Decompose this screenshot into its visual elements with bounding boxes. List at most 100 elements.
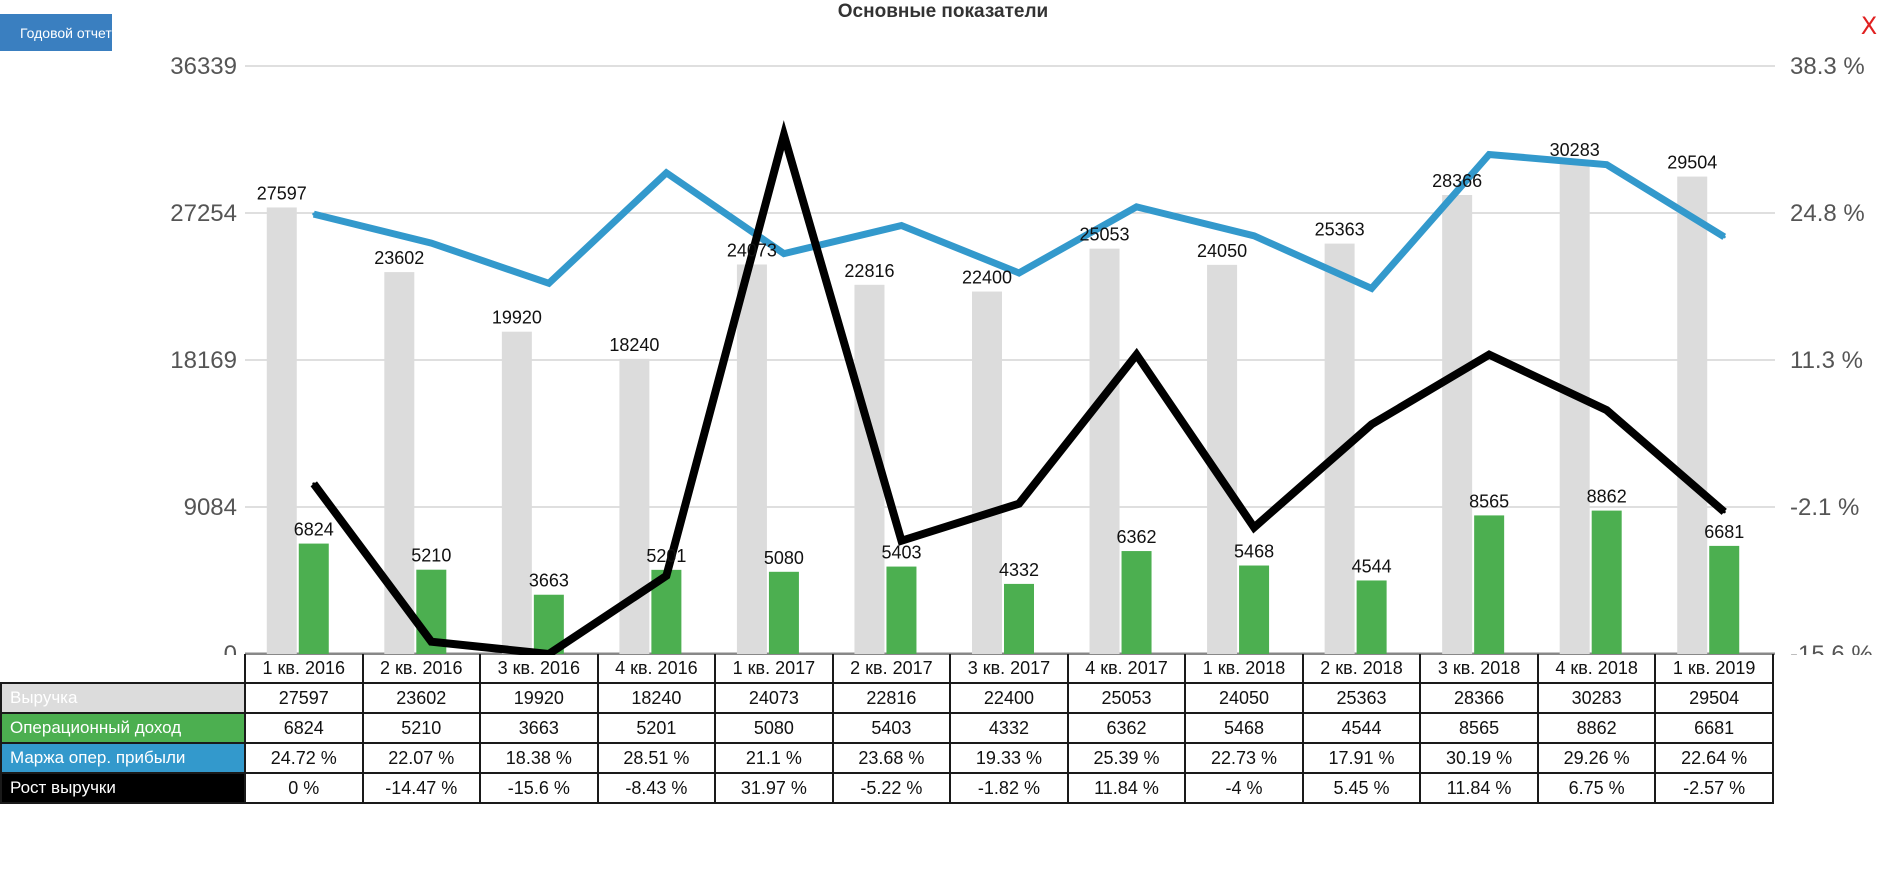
revenue-data-label: 24073 xyxy=(727,240,777,260)
revenue-data-label: 24050 xyxy=(1197,241,1247,261)
y-right-tick-label: -2.1 % xyxy=(1790,494,1859,521)
operating-margin-cell: 17.91 % xyxy=(1301,742,1422,774)
operating-income-data-label: 5468 xyxy=(1234,542,1274,562)
operating-income-bar xyxy=(768,571,799,654)
operating-income-cell: 5468 xyxy=(1184,712,1304,744)
revenue-growth-point xyxy=(1370,422,1374,426)
operating-income-data-label: 6362 xyxy=(1117,527,1157,547)
operating-margin-line xyxy=(312,150,1727,293)
category-label: 1 кв. 2018 xyxy=(1184,654,1304,684)
operating-margin-point xyxy=(429,241,433,245)
table-row: Маржа опер. прибыли 24.72 % 22.07 % 18.38 %… xyxy=(0,742,1774,774)
operating-income-cell: 4544 xyxy=(1301,712,1422,744)
operating-margin-point xyxy=(1135,205,1139,209)
revenue-cell: 25363 xyxy=(1301,682,1422,714)
revenue-cell: 27597 xyxy=(244,682,364,714)
operating-margin-cell: 28.51 % xyxy=(596,742,717,774)
y-left-tick-label: 36339 xyxy=(170,53,237,80)
operating-income-cell: 5080 xyxy=(714,712,834,744)
operating-margin-point xyxy=(1487,152,1491,156)
operating-income-cell: 3663 xyxy=(479,712,599,744)
revenue-bar xyxy=(972,291,1002,654)
category-label: 1 кв. 2017 xyxy=(714,654,834,684)
revenue-growth-cell: -2.57 % xyxy=(1654,772,1774,804)
operating-margin-cell: 30.19 % xyxy=(1419,742,1539,774)
operating-margin-cell: 19.33 % xyxy=(949,742,1069,774)
category-label: 4 кв. 2016 xyxy=(596,654,717,684)
revenue-growth-cell: 6.75 % xyxy=(1536,772,1657,804)
revenue-growth-point xyxy=(312,482,316,486)
operating-income-bar xyxy=(1004,583,1034,654)
operating-margin-cell: 29.26 % xyxy=(1536,742,1657,774)
revenue-growth-cell: -14.47 % xyxy=(361,772,482,804)
revenue-data-label: 22400 xyxy=(962,268,1012,288)
operating-income-cell: 8862 xyxy=(1536,712,1657,744)
revenue-growth-point xyxy=(1487,353,1491,357)
operating-margin-point xyxy=(899,223,903,227)
revenue-data-label: 29504 xyxy=(1667,153,1717,173)
revenue-bar xyxy=(736,264,767,654)
revenue-growth-cell: 11.84 % xyxy=(1419,772,1539,804)
operating-margin-point xyxy=(664,171,668,175)
revenue-growth-point xyxy=(782,133,786,137)
revenue-bar xyxy=(1677,176,1708,655)
category-label: 4 кв. 2017 xyxy=(1066,654,1187,684)
annual-report-button[interactable]: Годовой отчет xyxy=(0,14,112,51)
operating-margin-point xyxy=(1722,235,1726,239)
operating-margin-point xyxy=(1370,286,1374,290)
table-row: Операционный доход 6824 5210 3663 5201 5080 54… xyxy=(0,712,1774,744)
operating-income-data-label: 5403 xyxy=(881,543,921,563)
operating-margin-point xyxy=(312,212,316,216)
chart-title: Основные показатели xyxy=(838,1,1048,22)
data-table: 1 кв. 2016 2 кв. 2016 3 кв. 2016 4 кв. 2016… xyxy=(0,654,1774,804)
revenue-data-label: 25053 xyxy=(1080,225,1130,245)
operating-margin-cell: 22.07 % xyxy=(361,742,482,774)
operating-margin-cell: 22.64 % xyxy=(1654,742,1774,774)
revenue-growth-cell: 31.97 % xyxy=(714,772,834,804)
category-label: 3 кв. 2017 xyxy=(949,654,1069,684)
category-label: 1 кв. 2016 xyxy=(244,654,364,684)
operating-income-data-label: 4332 xyxy=(999,560,1039,580)
operating-margin-row-label: Маржа опер. прибыли xyxy=(0,742,246,774)
revenue-growth-cell: -15.6 % xyxy=(479,772,599,804)
y-left-tick-label: 27254 xyxy=(170,200,237,227)
y-left-tick-label: 0 xyxy=(224,641,237,655)
operating-income-data-label: 8565 xyxy=(1469,491,1509,511)
revenue-cell: 30283 xyxy=(1536,682,1657,714)
operating-income-data-label: 6681 xyxy=(1704,522,1744,542)
revenue-row-label: Выручка xyxy=(0,682,246,714)
operating-income-bar xyxy=(886,566,917,654)
main-indicators-chart: Основные показатели 0 -15.6 % 9084 -2.1 % 18… xyxy=(170,1,1873,655)
close-icon[interactable]: X xyxy=(1860,12,1878,40)
operating-income-cell: 6824 xyxy=(244,712,364,744)
revenue-growth-cell: 5.45 % xyxy=(1301,772,1422,804)
operating-income-cell: 6681 xyxy=(1654,712,1774,744)
operating-income-data-label: 5201 xyxy=(646,546,686,566)
revenue-cell: 22400 xyxy=(949,682,1069,714)
revenue-cell: 29504 xyxy=(1654,682,1774,714)
operating-margin-cell: 21.1 % xyxy=(714,742,834,774)
revenue-data-label: 30283 xyxy=(1550,140,1600,160)
operating-income-cell: 6362 xyxy=(1066,712,1187,744)
revenue-data-label: 18240 xyxy=(609,335,659,355)
revenue-cell: 18240 xyxy=(596,682,717,714)
revenue-growth-cell: -8.43 % xyxy=(596,772,717,804)
revenue-bar xyxy=(1442,195,1473,655)
revenue-bar xyxy=(1559,163,1590,654)
revenue-data-label: 19920 xyxy=(492,308,542,328)
operating-margin-point xyxy=(1017,271,1021,275)
revenue-cell: 23602 xyxy=(361,682,482,714)
operating-margin-cell: 25.39 % xyxy=(1066,742,1187,774)
revenue-data-label: 25363 xyxy=(1315,220,1365,240)
operating-income-cell: 5210 xyxy=(361,712,482,744)
revenue-cell: 28366 xyxy=(1419,682,1539,714)
revenue-growth-point xyxy=(1017,502,1021,506)
revenue-growth-row-label: Рост выручки xyxy=(0,772,246,804)
table-header-row: 1 кв. 2016 2 кв. 2016 3 кв. 2016 4 кв. 2016… xyxy=(1,654,1774,684)
y-right-tick-label: 38.3 % xyxy=(1790,53,1865,80)
table-row: Выручка 27597 23602 19920 18240 24073 22816 224… xyxy=(0,682,1774,714)
revenue-data-label: 28366 xyxy=(1432,171,1482,191)
operating-income-bar xyxy=(1709,545,1740,654)
operating-income-bar xyxy=(1121,551,1152,654)
operating-income-bar xyxy=(1239,565,1270,654)
